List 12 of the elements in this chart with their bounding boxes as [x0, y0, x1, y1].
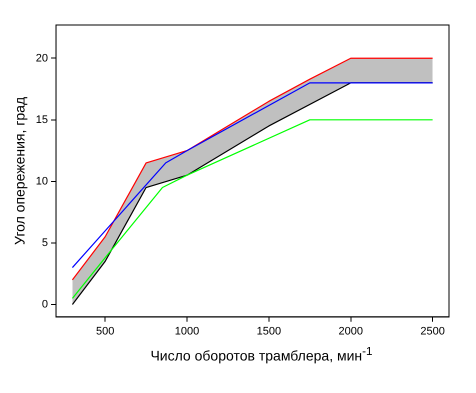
x-tick-label: 2000 [338, 325, 363, 338]
y-axis-title: Угол опережения, град [11, 96, 28, 245]
x-axis-title: Число оборотов трамблера, мин$^{-1}$ [149, 345, 374, 364]
x-tick-label: 500 [96, 325, 114, 338]
y-tick-label: 15 [36, 114, 48, 126]
y-tick-label: 0 [42, 298, 48, 311]
x-tick-label: 1000 [174, 325, 200, 338]
x-tick-label: 2500 [420, 325, 445, 338]
y-tick-label: 10 [36, 175, 48, 188]
y-tick-label: 5 [42, 236, 48, 249]
x-tick-label: 1500 [256, 325, 282, 338]
y-tick-label: 20 [36, 52, 48, 64]
